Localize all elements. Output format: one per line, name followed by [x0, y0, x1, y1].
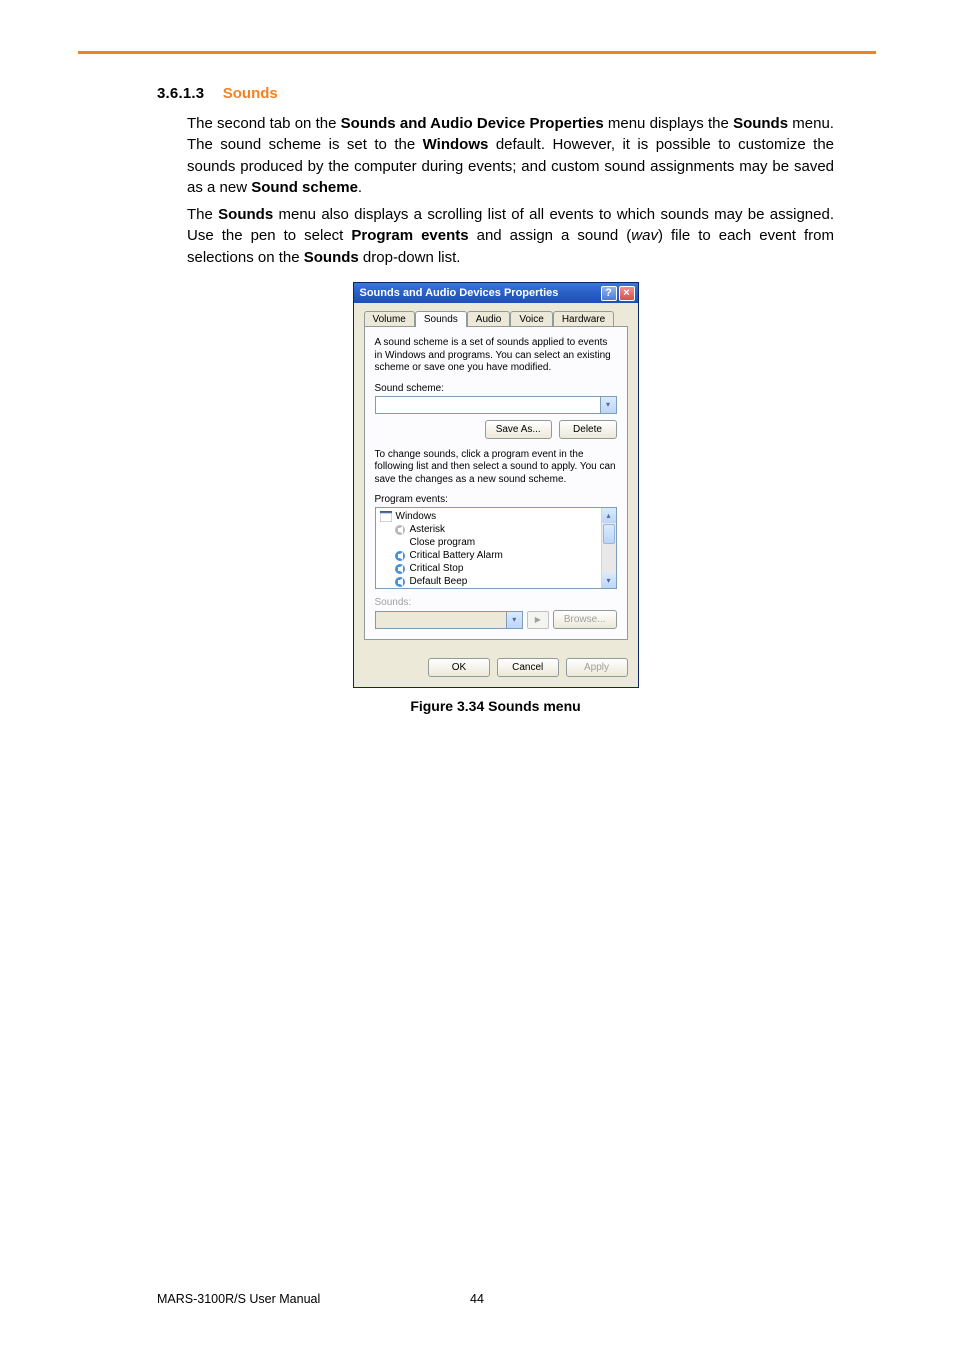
tab-panel-sounds: A sound scheme is a set of sounds applie… — [364, 326, 628, 640]
sound-icon — [394, 524, 406, 536]
scroll-up-icon[interactable]: ▴ — [602, 508, 616, 523]
chevron-down-icon[interactable]: ▾ — [600, 397, 616, 413]
section-title: Sounds — [223, 85, 278, 102]
change-description: To change sounds, click a program event … — [375, 449, 617, 487]
sound-icon — [394, 576, 406, 588]
tab-voice[interactable]: Voice — [510, 311, 552, 327]
scroll-track[interactable] — [602, 545, 616, 573]
list-item-label: Critical Battery Alarm — [410, 550, 503, 561]
text: drop-down list. — [359, 249, 461, 266]
scheme-label: Sound scheme: — [375, 383, 617, 394]
sounds-row: ▾ ▶ Browse... — [375, 610, 617, 629]
play-icon: ▶ — [527, 611, 549, 629]
italic-text: wav — [631, 227, 658, 244]
text: and assign a sound ( — [469, 227, 632, 244]
bold-text: Program events — [351, 227, 468, 244]
ok-button[interactable]: OK — [428, 658, 490, 677]
program-events-list[interactable]: Windows Asterisk Close program — [375, 507, 617, 589]
bold-text: Sounds — [218, 206, 273, 223]
apply-button: Apply — [566, 658, 628, 677]
scrollbar[interactable]: ▴ ▾ — [601, 508, 616, 588]
list-item[interactable]: Close program — [380, 536, 597, 549]
sound-icon — [394, 563, 406, 575]
chevron-down-icon: ▾ — [506, 612, 522, 628]
list-item-label: Close program — [410, 537, 476, 548]
sound-file-select: ▾ — [375, 611, 523, 629]
sound-icon — [394, 550, 406, 562]
content-area: 3.6.1.3 Sounds The second tab on the Sou… — [157, 85, 834, 714]
header-rule — [78, 51, 876, 54]
text: menu displays the — [604, 115, 733, 132]
tab-audio[interactable]: Audio — [467, 311, 511, 327]
list-item-label: Windows — [396, 511, 437, 522]
figure-caption: Figure 3.34 Sounds menu — [157, 698, 834, 714]
tab-strip: Volume Sounds Audio Voice Hardware — [364, 311, 628, 327]
cancel-button[interactable]: Cancel — [497, 658, 559, 677]
tab-sounds[interactable]: Sounds — [415, 311, 467, 327]
windows-icon — [380, 511, 392, 523]
section-heading: 3.6.1.3 Sounds — [157, 85, 834, 103]
blank-icon — [394, 537, 406, 549]
footer-page: 44 — [0, 1292, 954, 1306]
list-item[interactable]: Critical Battery Alarm — [380, 549, 597, 562]
text: . — [358, 179, 362, 196]
bold-text: Windows — [423, 136, 489, 153]
scroll-down-icon[interactable]: ▾ — [602, 573, 616, 588]
save-as-button[interactable]: Save As... — [485, 420, 552, 439]
sound-file-value — [376, 612, 506, 628]
list-item[interactable]: Critical Stop — [380, 562, 597, 575]
close-icon[interactable]: × — [619, 286, 635, 301]
events-list-items: Windows Asterisk Close program — [376, 508, 601, 588]
dialog-title: Sounds and Audio Devices Properties — [360, 287, 599, 299]
figure: Sounds and Audio Devices Properties ? × … — [157, 282, 834, 714]
events-label: Program events: — [375, 494, 617, 505]
list-item[interactable]: Asterisk — [380, 523, 597, 536]
tab-hardware[interactable]: Hardware — [553, 311, 614, 327]
delete-button[interactable]: Delete — [559, 420, 617, 439]
bold-text: Sounds — [304, 249, 359, 266]
browse-button: Browse... — [553, 610, 617, 629]
list-item[interactable]: Windows — [380, 510, 597, 523]
list-item-label: Default Beep — [410, 576, 468, 587]
dialog-body: Volume Sounds Audio Voice Hardware A sou… — [354, 303, 638, 650]
dialog-buttons: OK Cancel Apply — [354, 650, 638, 687]
tab-volume[interactable]: Volume — [364, 311, 415, 327]
scheme-description: A sound scheme is a set of sounds applie… — [375, 337, 617, 375]
text: The second tab on the — [187, 115, 341, 132]
paragraph-2: The Sounds menu also displays a scrollin… — [187, 204, 834, 268]
text: The — [187, 206, 218, 223]
bold-text: Sound scheme — [251, 179, 358, 196]
scheme-buttons: Save As... Delete — [375, 420, 617, 439]
dialog-titlebar[interactable]: Sounds and Audio Devices Properties ? × — [354, 283, 638, 303]
paragraph-1: The second tab on the Sounds and Audio D… — [187, 113, 834, 198]
bold-text: Sounds — [733, 115, 788, 132]
section-number: 3.6.1.3 — [157, 85, 204, 102]
scheme-select-value — [376, 397, 600, 413]
scroll-thumb[interactable] — [603, 524, 615, 544]
dialog-sounds-properties: Sounds and Audio Devices Properties ? × … — [353, 282, 639, 688]
sounds-label: Sounds: — [375, 597, 617, 608]
list-item[interactable]: Default Beep — [380, 575, 597, 588]
bold-text: Sounds and Audio Device Properties — [341, 115, 604, 132]
list-item-label: Critical Stop — [410, 563, 464, 574]
help-icon[interactable]: ? — [601, 286, 617, 301]
list-item-label: Asterisk — [410, 524, 446, 535]
scheme-select[interactable]: ▾ — [375, 396, 617, 414]
